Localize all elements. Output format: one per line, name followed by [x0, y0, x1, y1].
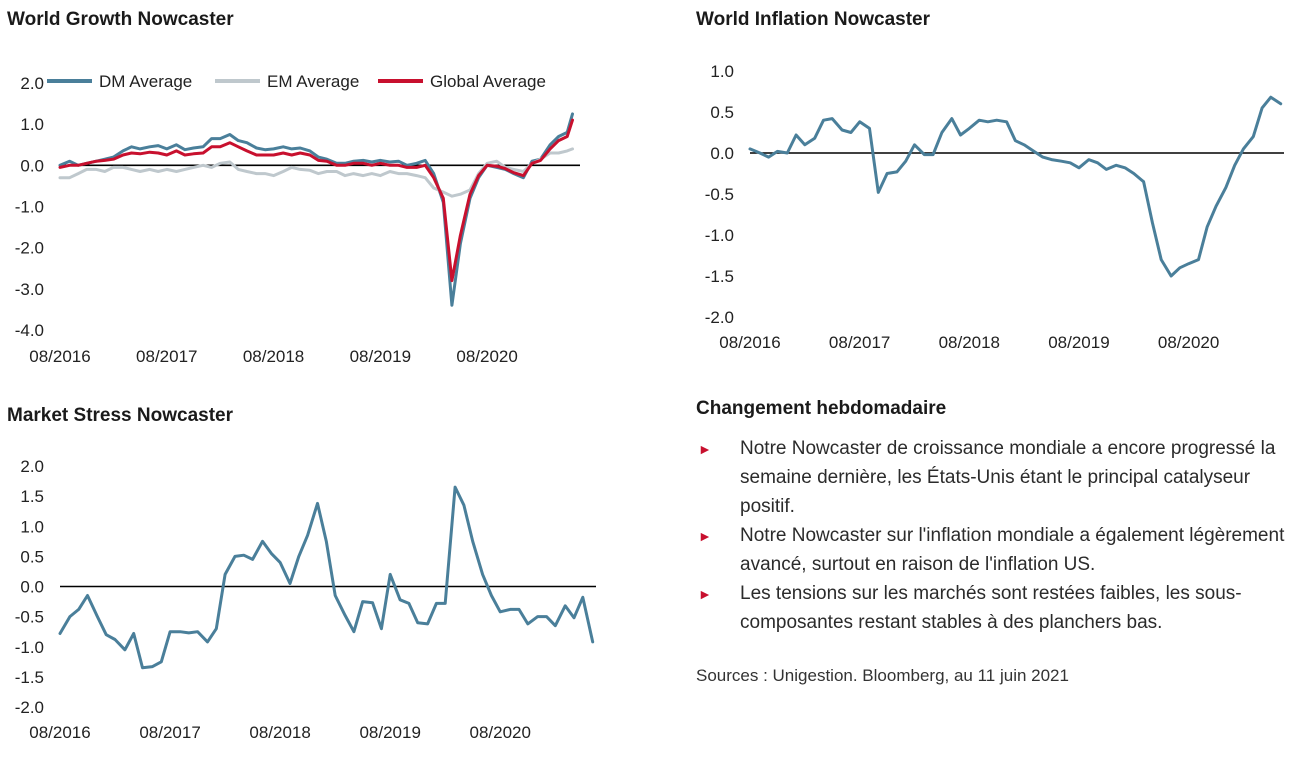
x-tick-label: 08/2020: [1158, 333, 1219, 352]
y-tick-label: 1.0: [20, 517, 44, 536]
y-tick-label: -1.0: [705, 226, 734, 245]
series-line-dm-average: [58, 112, 574, 307]
y-tick-label: 0.0: [20, 156, 44, 175]
x-tick-label: 08/2019: [359, 723, 420, 742]
triangle-bullet-icon: ►: [698, 441, 712, 457]
y-tick-label: -2.0: [15, 239, 44, 258]
y-tick-label: 2.0: [20, 457, 44, 476]
x-tick-label: 08/2018: [939, 333, 1000, 352]
list-item: ► Notre Nowcaster sur l'inflation mondia…: [696, 521, 1286, 579]
growth-chart: 2.0 1.0 0.0 -1.0 -2.0 -3.0 -4.0 08/2016 08/2017 0…: [15, 72, 580, 366]
x-tick-label: 08/2016: [719, 333, 780, 352]
series-line-inflation: [748, 95, 1283, 278]
y-tick-label: -1.0: [15, 638, 44, 657]
y-tick-label: 0.5: [20, 547, 44, 566]
legend-label: DM Average: [99, 72, 192, 91]
y-tick-label: -3.0: [15, 280, 44, 299]
y-tick-label: 1.0: [710, 62, 734, 81]
weekly-change-title: Changement hebdomadaire: [696, 398, 947, 419]
y-tick-label: -1.5: [15, 668, 44, 687]
y-tick-label: -1.5: [705, 267, 734, 286]
y-tick-label: 2.0: [20, 74, 44, 93]
y-tick-label: 0.0: [710, 144, 734, 163]
inflation-chart-title: World Inflation Nowcaster: [696, 9, 931, 30]
y-tick-label: -0.5: [705, 185, 734, 204]
y-tick-label: -2.0: [705, 308, 734, 327]
y-tick-label: 0.5: [710, 103, 734, 122]
list-item: ► Notre Nowcaster de croissance mondiale…: [696, 434, 1286, 521]
growth-chart-title: World Growth Nowcaster: [7, 9, 234, 30]
sources-note: Sources : Unigestion. Bloomberg, au 11 j…: [696, 666, 1069, 685]
x-tick-label: 08/2020: [456, 347, 517, 366]
y-tick-label: -0.5: [15, 608, 44, 627]
list-item-text: Notre Nowcaster de croissance mondiale a…: [740, 438, 1276, 517]
stress-chart-title: Market Stress Nowcaster: [7, 405, 233, 426]
list-item: ► Les tensions sur les marchés sont rest…: [696, 579, 1286, 637]
x-tick-label: 08/2016: [29, 347, 90, 366]
triangle-bullet-icon: ►: [698, 586, 712, 602]
x-tick-label: 08/2017: [829, 333, 890, 352]
legend-label: Global Average: [430, 72, 546, 91]
y-tick-label: 1.5: [20, 487, 44, 506]
series-line-em-average: [58, 147, 574, 198]
y-tick-label: 0.0: [20, 578, 44, 597]
list-item-text: Les tensions sur les marchés sont restée…: [740, 583, 1242, 633]
x-tick-label: 08/2019: [1048, 333, 1109, 352]
triangle-bullet-icon: ►: [698, 528, 712, 544]
stress-chart: 2.0 1.5 1.0 0.5 0.0 -0.5 -1.0 -1.5 -2.0 08/2016 08…: [15, 457, 596, 742]
x-tick-label: 08/2019: [350, 347, 411, 366]
y-tick-label: -2.0: [15, 698, 44, 717]
list-item-text: Notre Nowcaster sur l'inflation mondiale…: [740, 525, 1285, 575]
weekly-change-section: Changement hebdomadaire ► Notre Nowcaste…: [696, 398, 1286, 637]
weekly-change-list: ► Notre Nowcaster de croissance mondiale…: [696, 434, 1286, 637]
y-tick-label: -4.0: [15, 321, 44, 340]
x-tick-label: 08/2016: [29, 723, 90, 742]
y-tick-label: 1.0: [20, 115, 44, 134]
series-line-global-average: [58, 118, 574, 283]
x-tick-label: 08/2018: [243, 347, 304, 366]
x-tick-label: 08/2017: [139, 723, 200, 742]
x-tick-label: 08/2017: [136, 347, 197, 366]
x-tick-label: 08/2020: [470, 723, 531, 742]
series-line-stress: [58, 485, 595, 670]
inflation-chart: 1.0 0.5 0.0 -0.5 -1.0 -1.5 -2.0 08/2016 08/2017 0…: [705, 62, 1284, 352]
y-tick-label: -1.0: [15, 198, 44, 217]
x-tick-label: 08/2018: [249, 723, 310, 742]
legend-label: EM Average: [267, 72, 359, 91]
